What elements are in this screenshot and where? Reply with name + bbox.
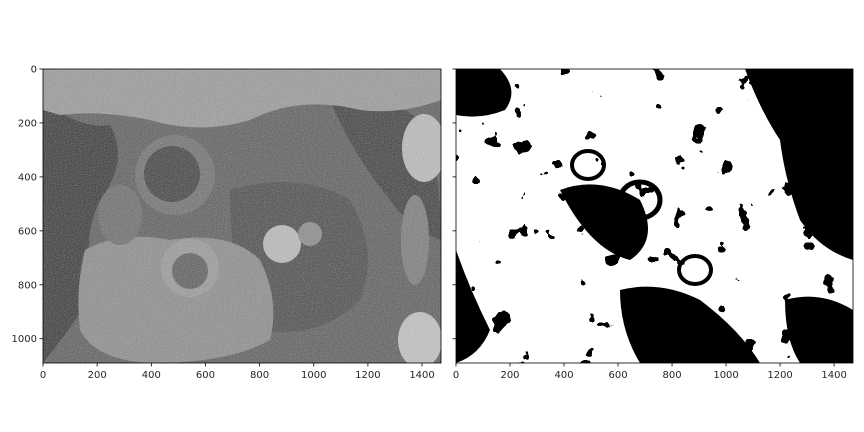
left-x-axis: 0 200 400 600 800 1000 1200 1400 <box>40 363 435 381</box>
right-x-axis: 0 200 400 600 800 1000 1200 1400 <box>452 68 847 381</box>
x-tick-label: 800 <box>663 370 682 381</box>
x-tick-label: 600 <box>608 370 627 381</box>
x-tick-label: 1400 <box>409 370 434 381</box>
y-tick-label: 0 <box>31 65 37 76</box>
x-tick-label: 800 <box>250 370 269 381</box>
left-y-axis: 0 200 400 600 800 1000 <box>12 65 43 345</box>
x-tick-label: 0 <box>453 370 459 381</box>
x-tick-label: 1200 <box>767 370 792 381</box>
x-tick-label: 1000 <box>713 370 738 381</box>
x-tick-label: 1000 <box>301 370 326 381</box>
x-tick-label: 200 <box>88 370 107 381</box>
y-tick-label: 200 <box>18 118 37 129</box>
x-tick-label: 200 <box>500 370 519 381</box>
y-tick-label: 1000 <box>12 334 37 345</box>
x-tick-label: 400 <box>554 370 573 381</box>
x-tick-label: 0 <box>40 370 46 381</box>
x-tick-label: 600 <box>196 370 215 381</box>
x-tick-label: 1400 <box>821 370 846 381</box>
y-tick-label: 600 <box>18 226 37 237</box>
x-tick-label: 1200 <box>355 370 380 381</box>
y-tick-label: 400 <box>18 172 37 183</box>
binary-threshold-panel <box>456 69 853 363</box>
x-tick-label: 400 <box>142 370 161 381</box>
grayscale-micrograph-panel <box>43 69 441 363</box>
right-axes-frame <box>455 68 854 364</box>
left-axes-frame <box>42 68 442 364</box>
y-tick-label: 800 <box>18 280 37 291</box>
